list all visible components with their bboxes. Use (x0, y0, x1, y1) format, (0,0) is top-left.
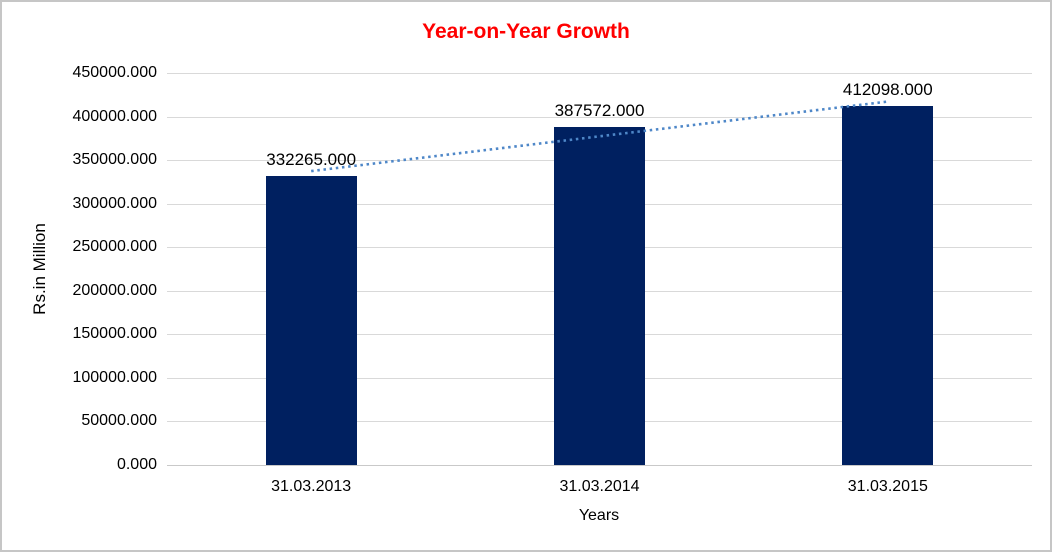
bar (554, 127, 645, 465)
y-tick-label: 300000.000 (72, 195, 157, 212)
bar-value-label: 387572.000 (554, 101, 645, 121)
x-axis-title: Years (578, 507, 620, 524)
y-tick-label: 400000.000 (72, 108, 157, 125)
bar (265, 175, 357, 465)
y-tick-label: 200000.000 (72, 282, 157, 299)
gridline (167, 73, 1032, 74)
y-tick-label: 450000.000 (72, 64, 157, 81)
y-tick-label: 50000.000 (81, 412, 157, 429)
bar (842, 106, 934, 465)
y-tick-label: 350000.000 (72, 151, 157, 168)
y-tick-label: 250000.000 (72, 238, 157, 255)
x-axis-line (167, 465, 1032, 466)
x-tick-label: 31.03.2013 (271, 478, 352, 495)
y-tick-label: 150000.000 (72, 325, 157, 342)
x-tick-label: 31.03.2015 (847, 478, 928, 495)
x-tick-label: 31.03.2014 (559, 478, 640, 495)
bar-value-label: 412098.000 (842, 80, 933, 100)
chart-title: Year-on-Year Growth (422, 20, 630, 43)
y-tick-label: 0.000 (116, 456, 157, 473)
y-axis-title: Rs.in Million (30, 223, 49, 315)
bar-value-label: 332265.000 (266, 149, 357, 169)
y-tick-label: 100000.000 (72, 369, 157, 386)
